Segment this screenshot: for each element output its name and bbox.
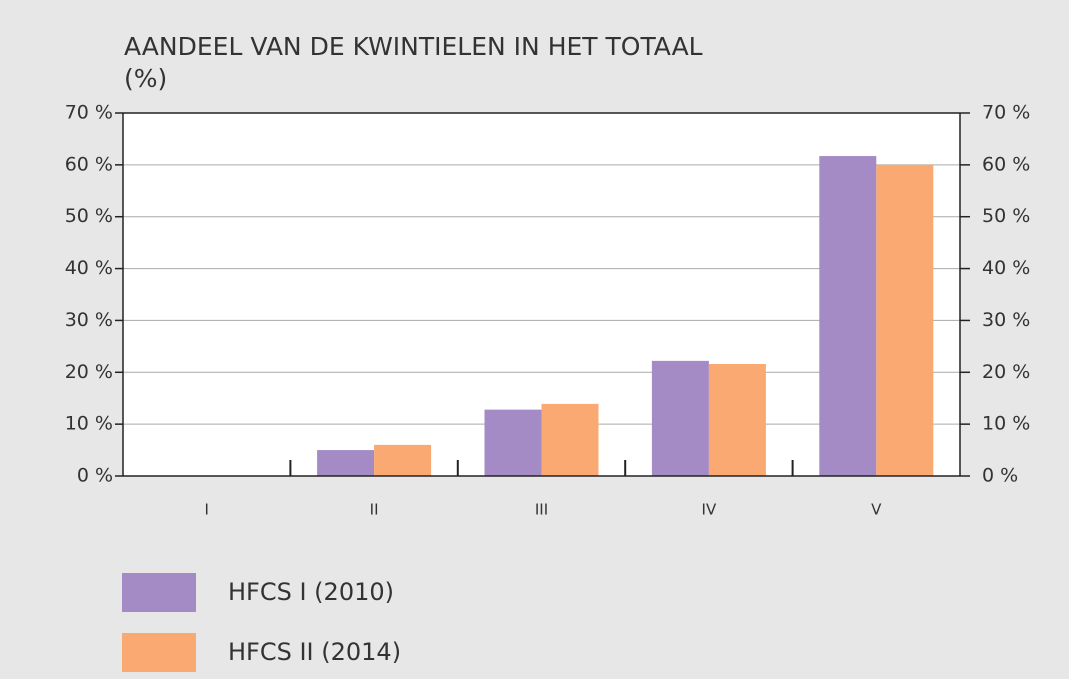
y2-tick-label: 50 % (982, 205, 1030, 227)
bar (541, 403, 599, 476)
y2-tick-label: 0 % (982, 465, 1018, 487)
y2-tick-label: 20 % (982, 361, 1030, 383)
bar (708, 363, 766, 476)
bar (374, 444, 432, 476)
bar (484, 409, 542, 476)
y2-tick-label: 40 % (982, 257, 1030, 279)
x-tick-label: II (370, 501, 379, 519)
y-tick-label: 70 % (65, 102, 113, 124)
x-tick-label: IV (702, 501, 717, 519)
y-tick-label: 10 % (65, 413, 113, 435)
legend-label: HFCS II (2014) (228, 638, 401, 666)
y2-tick-label: 10 % (982, 413, 1030, 435)
y2-tick-label: 30 % (982, 309, 1030, 331)
legend-swatch (122, 573, 196, 612)
x-tick-label: III (535, 501, 548, 519)
x-tick-label: I (204, 501, 208, 519)
bar (819, 156, 877, 476)
y-tick-label: 20 % (65, 361, 113, 383)
y-tick-label: 40 % (65, 257, 113, 279)
legend-label: HFCS I (2010) (228, 578, 394, 606)
y2-tick-label: 60 % (982, 153, 1030, 175)
y-tick-label: 30 % (65, 309, 113, 331)
x-tick-label: V (871, 501, 882, 519)
bar (876, 164, 934, 476)
bar (651, 360, 709, 476)
y-tick-label: 50 % (65, 205, 113, 227)
chart-subtitle: (%) (124, 64, 167, 93)
y-tick-label: 60 % (65, 153, 113, 175)
y2-tick-label: 70 % (982, 102, 1030, 124)
legend-swatch (122, 633, 196, 672)
y-tick-label: 0 % (77, 465, 113, 487)
bar (317, 450, 375, 476)
chart-title: AANDEEL VAN DE KWINTIELEN IN HET TOTAAL (124, 32, 703, 61)
